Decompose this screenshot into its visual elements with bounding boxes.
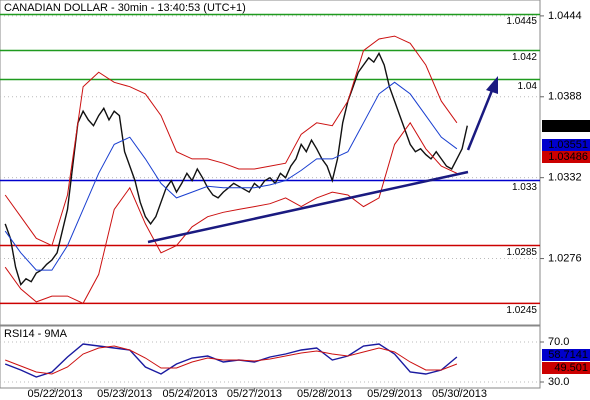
x-tick-label: 05/24/2013: [163, 388, 218, 400]
y-tick-label: 30.0: [548, 376, 569, 388]
level-label: 1.042: [512, 52, 537, 63]
value-box-label: 49.501: [554, 362, 588, 374]
value-box-label: 1.0368: [554, 120, 588, 132]
y-tick-label: 70.0: [548, 336, 569, 348]
x-tick-label: 05/22/2013: [28, 388, 83, 400]
series-line: [4, 121, 458, 304]
value-box-label: 1.03551: [548, 139, 588, 151]
level-label: 1.04: [518, 81, 538, 92]
value-box: [542, 139, 590, 151]
y-tick-label: 1.0276: [548, 252, 582, 264]
y-tick-label: 1.0444: [548, 10, 582, 22]
x-tick-label: 05/27/2013: [227, 388, 282, 400]
chart-title: CANADIAN DOLLAR - 30min - 13:40:53 (UTC+…: [4, 2, 246, 14]
value-box: [542, 151, 590, 163]
level-label: 1.0245: [506, 305, 537, 316]
level-label: 1.0445: [506, 16, 537, 27]
x-tick-label: 05/28/2013: [297, 388, 352, 400]
x-tick-label: 05/30/2013: [432, 388, 487, 400]
value-box: [542, 120, 590, 132]
series-line: [4, 51, 468, 286]
series-line: [4, 35, 458, 247]
series-line: [5, 345, 458, 375]
value-box-label: 58.7141: [548, 349, 588, 361]
arrow-head: [486, 76, 498, 94]
rsi-title: RSI14 - 9MA: [4, 328, 68, 340]
series-line: [4, 81, 458, 271]
x-tick-label: 05/29/2013: [367, 388, 422, 400]
price-panel: [0, 0, 541, 326]
x-tick-label: 05/23/2013: [97, 388, 152, 400]
series-line: [4, 343, 458, 378]
value-box: [542, 362, 590, 374]
value-box: [542, 349, 590, 361]
level-label: 1.033: [512, 182, 537, 193]
level-label: 1.0285: [506, 247, 537, 258]
trend-line: [147, 170, 469, 244]
value-box-label: 1.03486: [548, 151, 588, 163]
projection-arrow: [466, 87, 495, 151]
y-tick-label: 1.0388: [548, 91, 582, 103]
y-tick-label: 1.0332: [548, 172, 582, 184]
